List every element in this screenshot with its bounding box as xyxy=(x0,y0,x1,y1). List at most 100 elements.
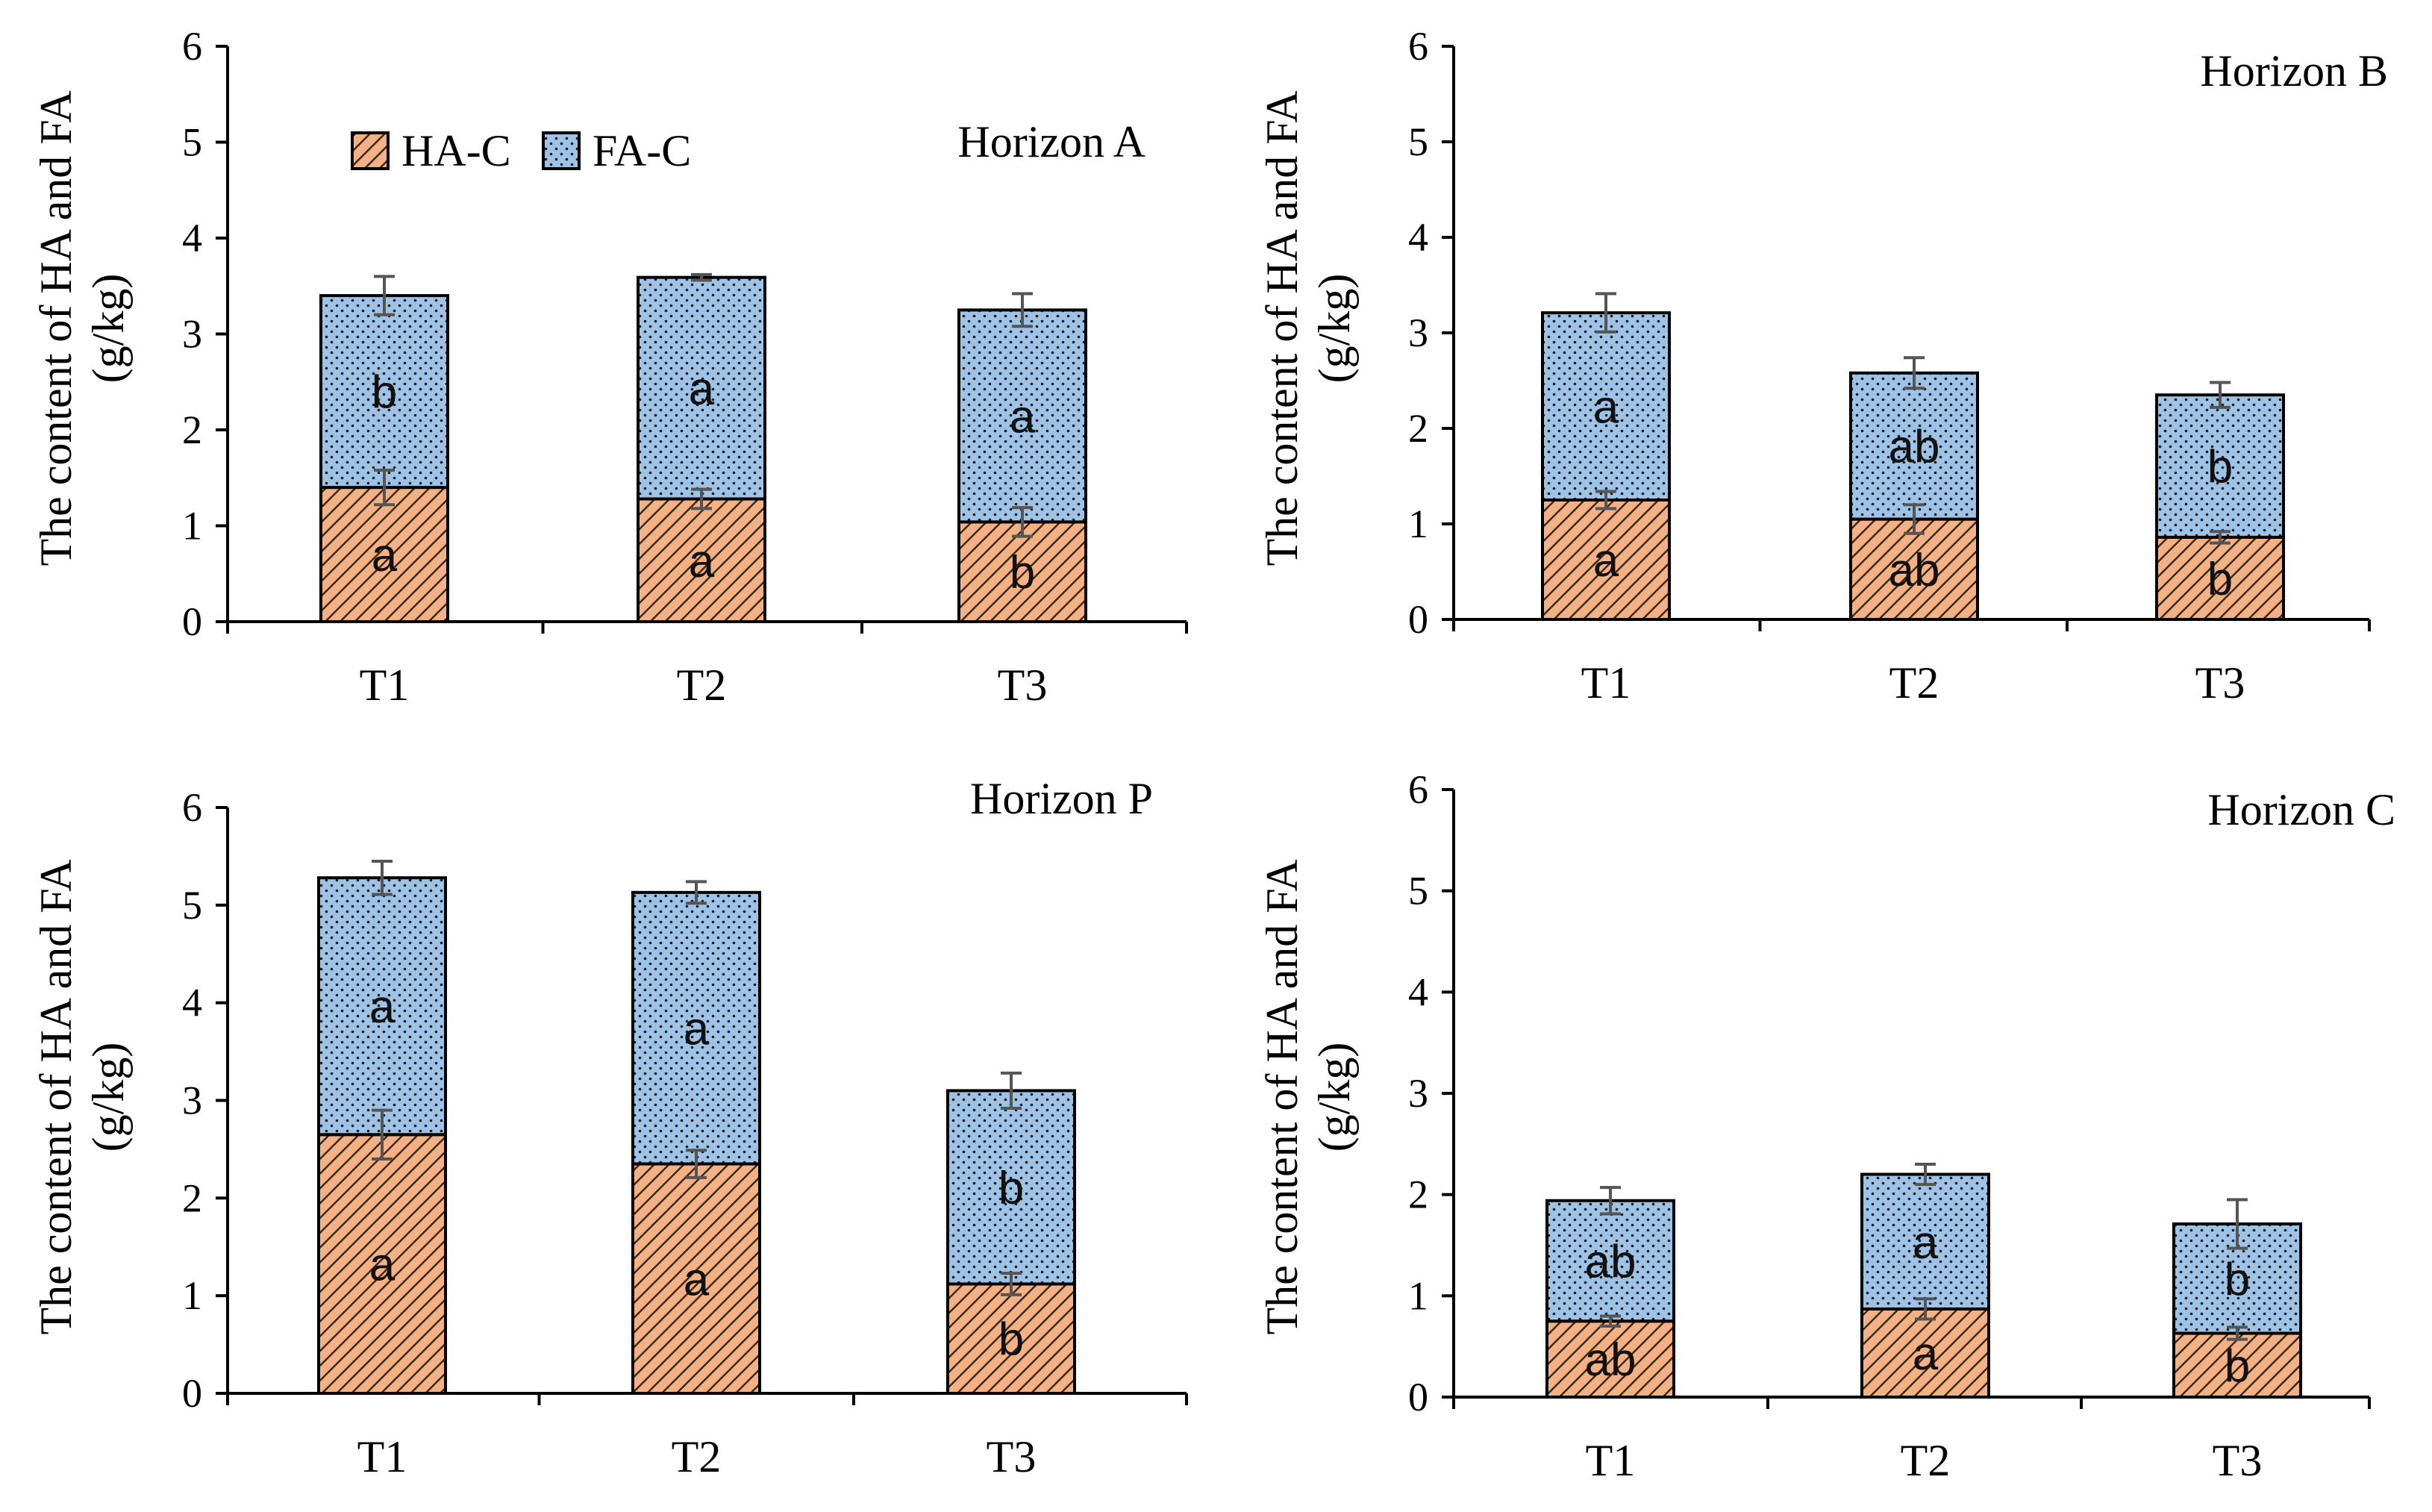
x-tick-label: T2 xyxy=(1901,1436,1951,1485)
legend-swatch-ha-c xyxy=(351,131,390,170)
y-axis-label-line2: (g/kg) xyxy=(1310,1043,1359,1152)
sig-letter-fa-c: ab xyxy=(1889,422,1940,473)
y-axis-label: The content of HA and FA(g/kg) xyxy=(1257,90,1359,566)
bar-ha-c-t1 xyxy=(317,1133,447,1395)
sig-letter-ha-c: a xyxy=(1913,1328,1939,1380)
chart-panel-4: 0 1 2 3 4 5 6 T1 T2 T3 The content of HA and FA(g/… xyxy=(1257,767,2395,1485)
sig-letter-fa-c: a xyxy=(689,363,715,415)
y-tick-label: 4 xyxy=(182,216,202,260)
y-tick-label: 3 xyxy=(1408,310,1428,355)
bar-ha-c-t3 xyxy=(2172,1331,2302,1399)
y-axis-label-line1: The content of HA and FA xyxy=(1257,859,1307,1334)
legend-label-ha-c: HA-C xyxy=(401,126,511,175)
bar-ha-c-t2 xyxy=(631,1162,761,1395)
bar-ha-c-t2 xyxy=(637,497,766,624)
sig-letter-fa-c: b xyxy=(998,1163,1024,1214)
y-tick-label: 3 xyxy=(1408,1071,1428,1116)
y-axis-label-line2: (g/kg) xyxy=(84,1043,133,1152)
y-tick-label: 3 xyxy=(182,1078,202,1123)
panel-title: Horizon C xyxy=(2207,785,2395,834)
bar-ha-c-t1 xyxy=(319,486,449,623)
sig-letter-ha-c: ab xyxy=(1585,1334,1637,1386)
sig-letter-fa-c: ab xyxy=(1585,1237,1637,1288)
y-tick-label: 4 xyxy=(182,981,202,1025)
y-tick-label: 0 xyxy=(182,599,202,644)
y-tick-label: 0 xyxy=(1408,597,1428,642)
y-tick-label: 5 xyxy=(182,883,202,928)
y-tick-label: 0 xyxy=(1408,1375,1428,1419)
sig-letter-ha-c: a xyxy=(369,1240,396,1291)
panel-title: Horizon A xyxy=(957,117,1145,166)
panel-title: Horizon B xyxy=(2200,46,2388,96)
sig-letter-fa-c: b xyxy=(2225,1254,2250,1305)
sig-letter-ha-c: b xyxy=(2207,554,2233,605)
y-axis-label-line2: (g/kg) xyxy=(1310,274,1359,384)
bar-fa-c-t2 xyxy=(631,890,761,1166)
y-axis-label-line1: The content of HA and FA xyxy=(31,90,81,566)
bar-fa-c-t2 xyxy=(1860,1172,1990,1310)
y-axis-label: The content of HA and FA(g/kg) xyxy=(31,859,133,1334)
x-tick-label: T2 xyxy=(672,1432,722,1481)
y-tick-label: 2 xyxy=(1408,406,1428,451)
bar-ha-c-t1 xyxy=(1541,499,1671,621)
sig-letter-ha-c: b xyxy=(998,1314,1024,1366)
y-tick-label: 2 xyxy=(182,407,202,452)
bar-fa-c-t1 xyxy=(1541,311,1671,502)
y-tick-label: 5 xyxy=(182,120,202,165)
x-tick-label: T3 xyxy=(987,1432,1037,1481)
y-tick-label: 5 xyxy=(1408,869,1428,913)
chart-panel-3: 0 1 2 3 4 5 6 T1 T2 T3 The content of HA and FA(g/… xyxy=(31,774,1188,1481)
y-tick-label: 2 xyxy=(1408,1172,1428,1217)
y-tick-label: 6 xyxy=(182,24,202,69)
y-tick-label: 0 xyxy=(182,1371,202,1416)
sig-letter-ha-c: a xyxy=(372,530,398,581)
x-tick-label: T1 xyxy=(1581,658,1631,707)
sig-letter-fa-c: a xyxy=(684,1004,710,1055)
sig-letter-ha-c: a xyxy=(1593,535,1619,587)
sig-letter-fa-c: b xyxy=(2207,442,2233,493)
chart-panel-1: 0 1 2 3 4 5 6 T1 T2 T3 The content of HA and FA(g/… xyxy=(31,24,1188,710)
y-tick-label: 1 xyxy=(1408,1273,1428,1318)
x-tick-label: T1 xyxy=(1586,1436,1636,1485)
x-tick-label: T2 xyxy=(677,660,727,710)
bar-fa-c-t1 xyxy=(317,876,447,1137)
y-tick-label: 6 xyxy=(182,785,202,830)
bar-ha-c-t1 xyxy=(1545,1319,1675,1399)
x-tick-label: T3 xyxy=(998,660,1048,710)
bar-ha-c-t3 xyxy=(946,1282,1076,1396)
y-axis-label-line2: (g/kg) xyxy=(84,274,133,384)
bar-ha-c-t2 xyxy=(1849,517,1979,621)
legend: HA-C FA-C xyxy=(351,126,691,175)
y-tick-label: 6 xyxy=(1408,24,1428,69)
y-tick-label: 4 xyxy=(1408,969,1428,1014)
sig-letter-fa-c: a xyxy=(1010,391,1036,443)
x-tick-label: T3 xyxy=(2195,658,2245,707)
sig-letter-fa-c: a xyxy=(1593,382,1619,434)
y-tick-label: 1 xyxy=(182,504,202,549)
chart-panel-2: 0 1 2 3 4 5 6 T1 T2 T3 The content of HA and FA(g/… xyxy=(1257,24,2388,707)
legend-swatch-fa-c xyxy=(542,131,581,170)
bar-fa-c-t1 xyxy=(1545,1199,1675,1323)
sig-letter-ha-c: ab xyxy=(1889,545,1940,596)
legend-label-fa-c: FA-C xyxy=(593,126,691,175)
y-tick-label: 5 xyxy=(1408,119,1428,164)
sig-letter-ha-c: b xyxy=(1010,547,1035,599)
sig-letter-fa-c: b xyxy=(372,367,397,419)
sig-letter-ha-c: b xyxy=(2225,1340,2250,1392)
y-axis-label-line1: The content of HA and FA xyxy=(31,859,81,1334)
y-axis-label-line1: The content of HA and FA xyxy=(1257,90,1307,566)
bar-fa-c-t3 xyxy=(2155,393,2285,539)
y-tick-label: 6 xyxy=(1408,767,1428,812)
y-tick-label: 1 xyxy=(1408,502,1428,546)
y-tick-label: 1 xyxy=(182,1273,202,1318)
bar-ha-c-t3 xyxy=(957,520,1087,623)
bar-fa-c-t2 xyxy=(1849,371,1979,521)
y-axis-label: The content of HA and FA(g/kg) xyxy=(1257,859,1359,1334)
y-tick-label: 4 xyxy=(1408,215,1428,260)
sig-letter-ha-c: a xyxy=(689,536,715,587)
x-tick-label: T2 xyxy=(1889,658,1939,707)
x-tick-label: T3 xyxy=(2213,1436,2263,1485)
x-tick-label: T1 xyxy=(360,660,410,710)
x-tick-label: T1 xyxy=(357,1432,407,1481)
